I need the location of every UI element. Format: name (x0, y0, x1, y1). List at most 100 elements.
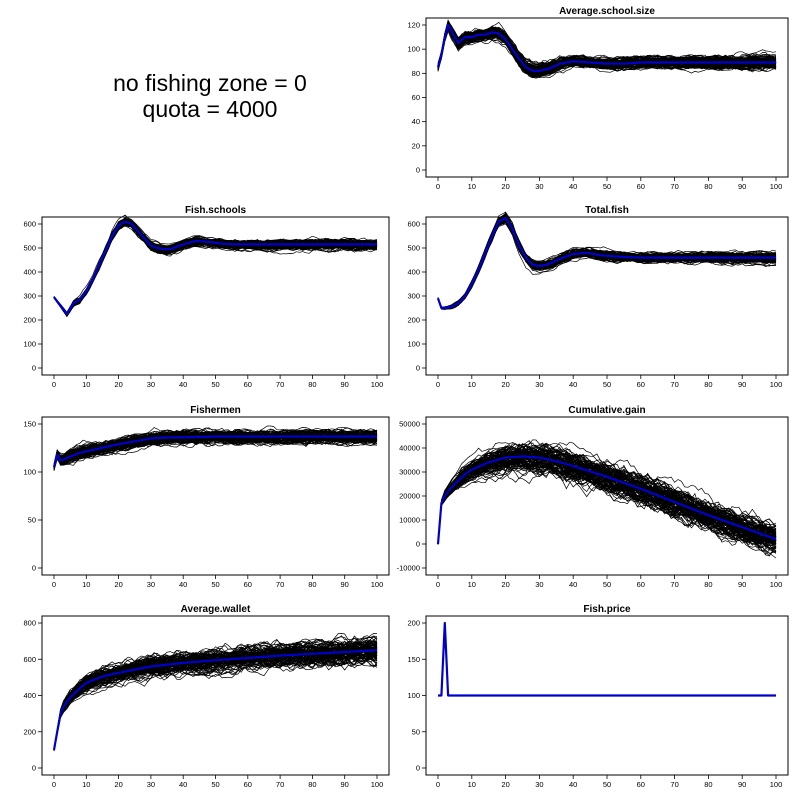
y-tick-label: -10000 (397, 564, 420, 573)
y-tick-label: 20 (412, 141, 420, 150)
ensemble-run-line (53, 221, 378, 313)
y-tick-label: 0 (416, 540, 420, 549)
ensemble-run-line (437, 445, 777, 544)
ensemble-run-line (437, 20, 777, 73)
x-tick-label: 100 (770, 780, 783, 789)
ensemble-run-line (53, 656, 378, 752)
ensemble-run-line (53, 646, 378, 750)
x-tick-label: 10 (82, 580, 90, 589)
ensemble-run-line (53, 220, 378, 315)
y-tick-label: 200 (407, 619, 420, 628)
x-tick-label: 70 (670, 580, 678, 589)
ensemble-run-line (437, 222, 777, 310)
plot-frame (425, 216, 789, 376)
ensemble-run-line (437, 452, 777, 545)
ensemble-run-line (53, 219, 378, 314)
ensemble-run-line (437, 221, 777, 310)
x-tick-label: 90 (341, 780, 349, 789)
y-tick-label: 80 (412, 69, 420, 78)
ensemble-run-line (437, 219, 777, 309)
ensemble-run-line (53, 214, 378, 314)
y-tick-label: 0 (416, 364, 420, 373)
y-tick-label: 400 (23, 691, 36, 700)
x-tick-label: 40 (179, 780, 187, 789)
ensemble-run-line (53, 223, 378, 316)
y-tick-label: 100 (23, 468, 36, 477)
ensemble-run-line (53, 221, 378, 315)
mean-line (53, 220, 377, 316)
y-tick-label: 300 (23, 292, 36, 301)
ensemble-run-line (53, 222, 378, 317)
ensemble-run-line (53, 637, 378, 750)
x-tick-label: 90 (738, 780, 746, 789)
y-tick-label: 50000 (399, 420, 420, 429)
y-tick-label: 40 (412, 117, 420, 126)
ensemble-run-line (53, 223, 378, 316)
ensemble-run-line (437, 221, 777, 310)
mean-line (436, 216, 776, 310)
chart-fish-price: Fish.price 0 10 20 30 40 50 60 70 80 90 100 0 50 100 15… (407, 604, 789, 789)
ensemble-run-line (53, 220, 378, 316)
y-tick-label: 400 (23, 268, 36, 277)
chart-title: Fishermen (190, 405, 241, 416)
x-tick-label: 20 (114, 780, 122, 789)
x-tick-label: 50 (603, 580, 611, 589)
x-tick-label: 50 (211, 380, 219, 389)
ensemble-run-line (53, 220, 378, 316)
ensemble-run-line (53, 221, 378, 314)
ensemble-run-line (53, 222, 378, 315)
x-tick-label: 10 (468, 780, 476, 789)
ensemble-run-line (437, 221, 777, 310)
ensemble-runs (437, 211, 777, 310)
ensemble-run-line (53, 224, 378, 315)
ensemble-run-line (53, 219, 378, 313)
ensemble-run-line (53, 221, 377, 314)
ensemble-run-line (53, 220, 378, 316)
ensemble-run-line (53, 219, 378, 317)
ensemble-run-line (53, 635, 378, 750)
y-tick-label: 500 (23, 244, 36, 253)
ensemble-run-line (437, 453, 777, 549)
ensemble-run-line (53, 222, 378, 315)
ensemble-run-line (53, 217, 377, 314)
ensemble-run-line (53, 225, 378, 317)
chart-title: Average.wallet (181, 604, 251, 615)
x-tick-label: 60 (244, 580, 252, 589)
ensemble-run-line (53, 222, 378, 317)
caption-line-no-fishing-zone: no fishing zone = 0 (113, 70, 307, 96)
y-tick-label: 600 (23, 220, 36, 229)
x-tick-label: 90 (738, 182, 746, 191)
ensemble-run-line (53, 222, 378, 316)
x-tick-label: 100 (371, 580, 384, 589)
ensemble-run-line (437, 220, 777, 310)
ensemble-run-line (437, 223, 777, 310)
x-tick-label: 30 (535, 380, 543, 389)
y-tick-label: 50 (412, 727, 420, 736)
ensemble-run-line (53, 222, 378, 315)
ensemble-run-line (53, 218, 378, 315)
x-tick-label: 50 (603, 380, 611, 389)
ensemble-run-line (53, 224, 378, 316)
ensemble-runs (53, 214, 378, 318)
ensemble-run-line (53, 642, 378, 750)
y-tick-label: 150 (23, 420, 36, 429)
x-tick-label: 60 (637, 580, 645, 589)
ensemble-run-line (437, 223, 777, 309)
ensemble-run-line (53, 218, 378, 315)
x-tick-label: 30 (535, 580, 543, 589)
ensemble-run-line (437, 19, 777, 70)
x-tick-label: 30 (535, 182, 543, 191)
ensemble-run-line (437, 219, 777, 309)
x-tick-label: 20 (501, 380, 509, 389)
ensemble-run-line (53, 221, 378, 316)
x-tick-label: 20 (114, 380, 122, 389)
ensemble-run-line (53, 220, 378, 316)
chart-average-wallet: Average.wallet 0 10 20 30 40 50 60 70 80 90 100 0 200… (23, 604, 390, 789)
y-tick-label: 600 (23, 655, 36, 664)
ensemble-run-line (53, 221, 378, 316)
ensemble-run-line (53, 217, 378, 314)
chart-total-fish: Total.fish 0 10 20 30 40 50 60 70 80 90 100 0 100 200 3… (407, 205, 789, 389)
ensemble-run-line (53, 218, 378, 316)
ensemble-run-line (53, 219, 378, 316)
